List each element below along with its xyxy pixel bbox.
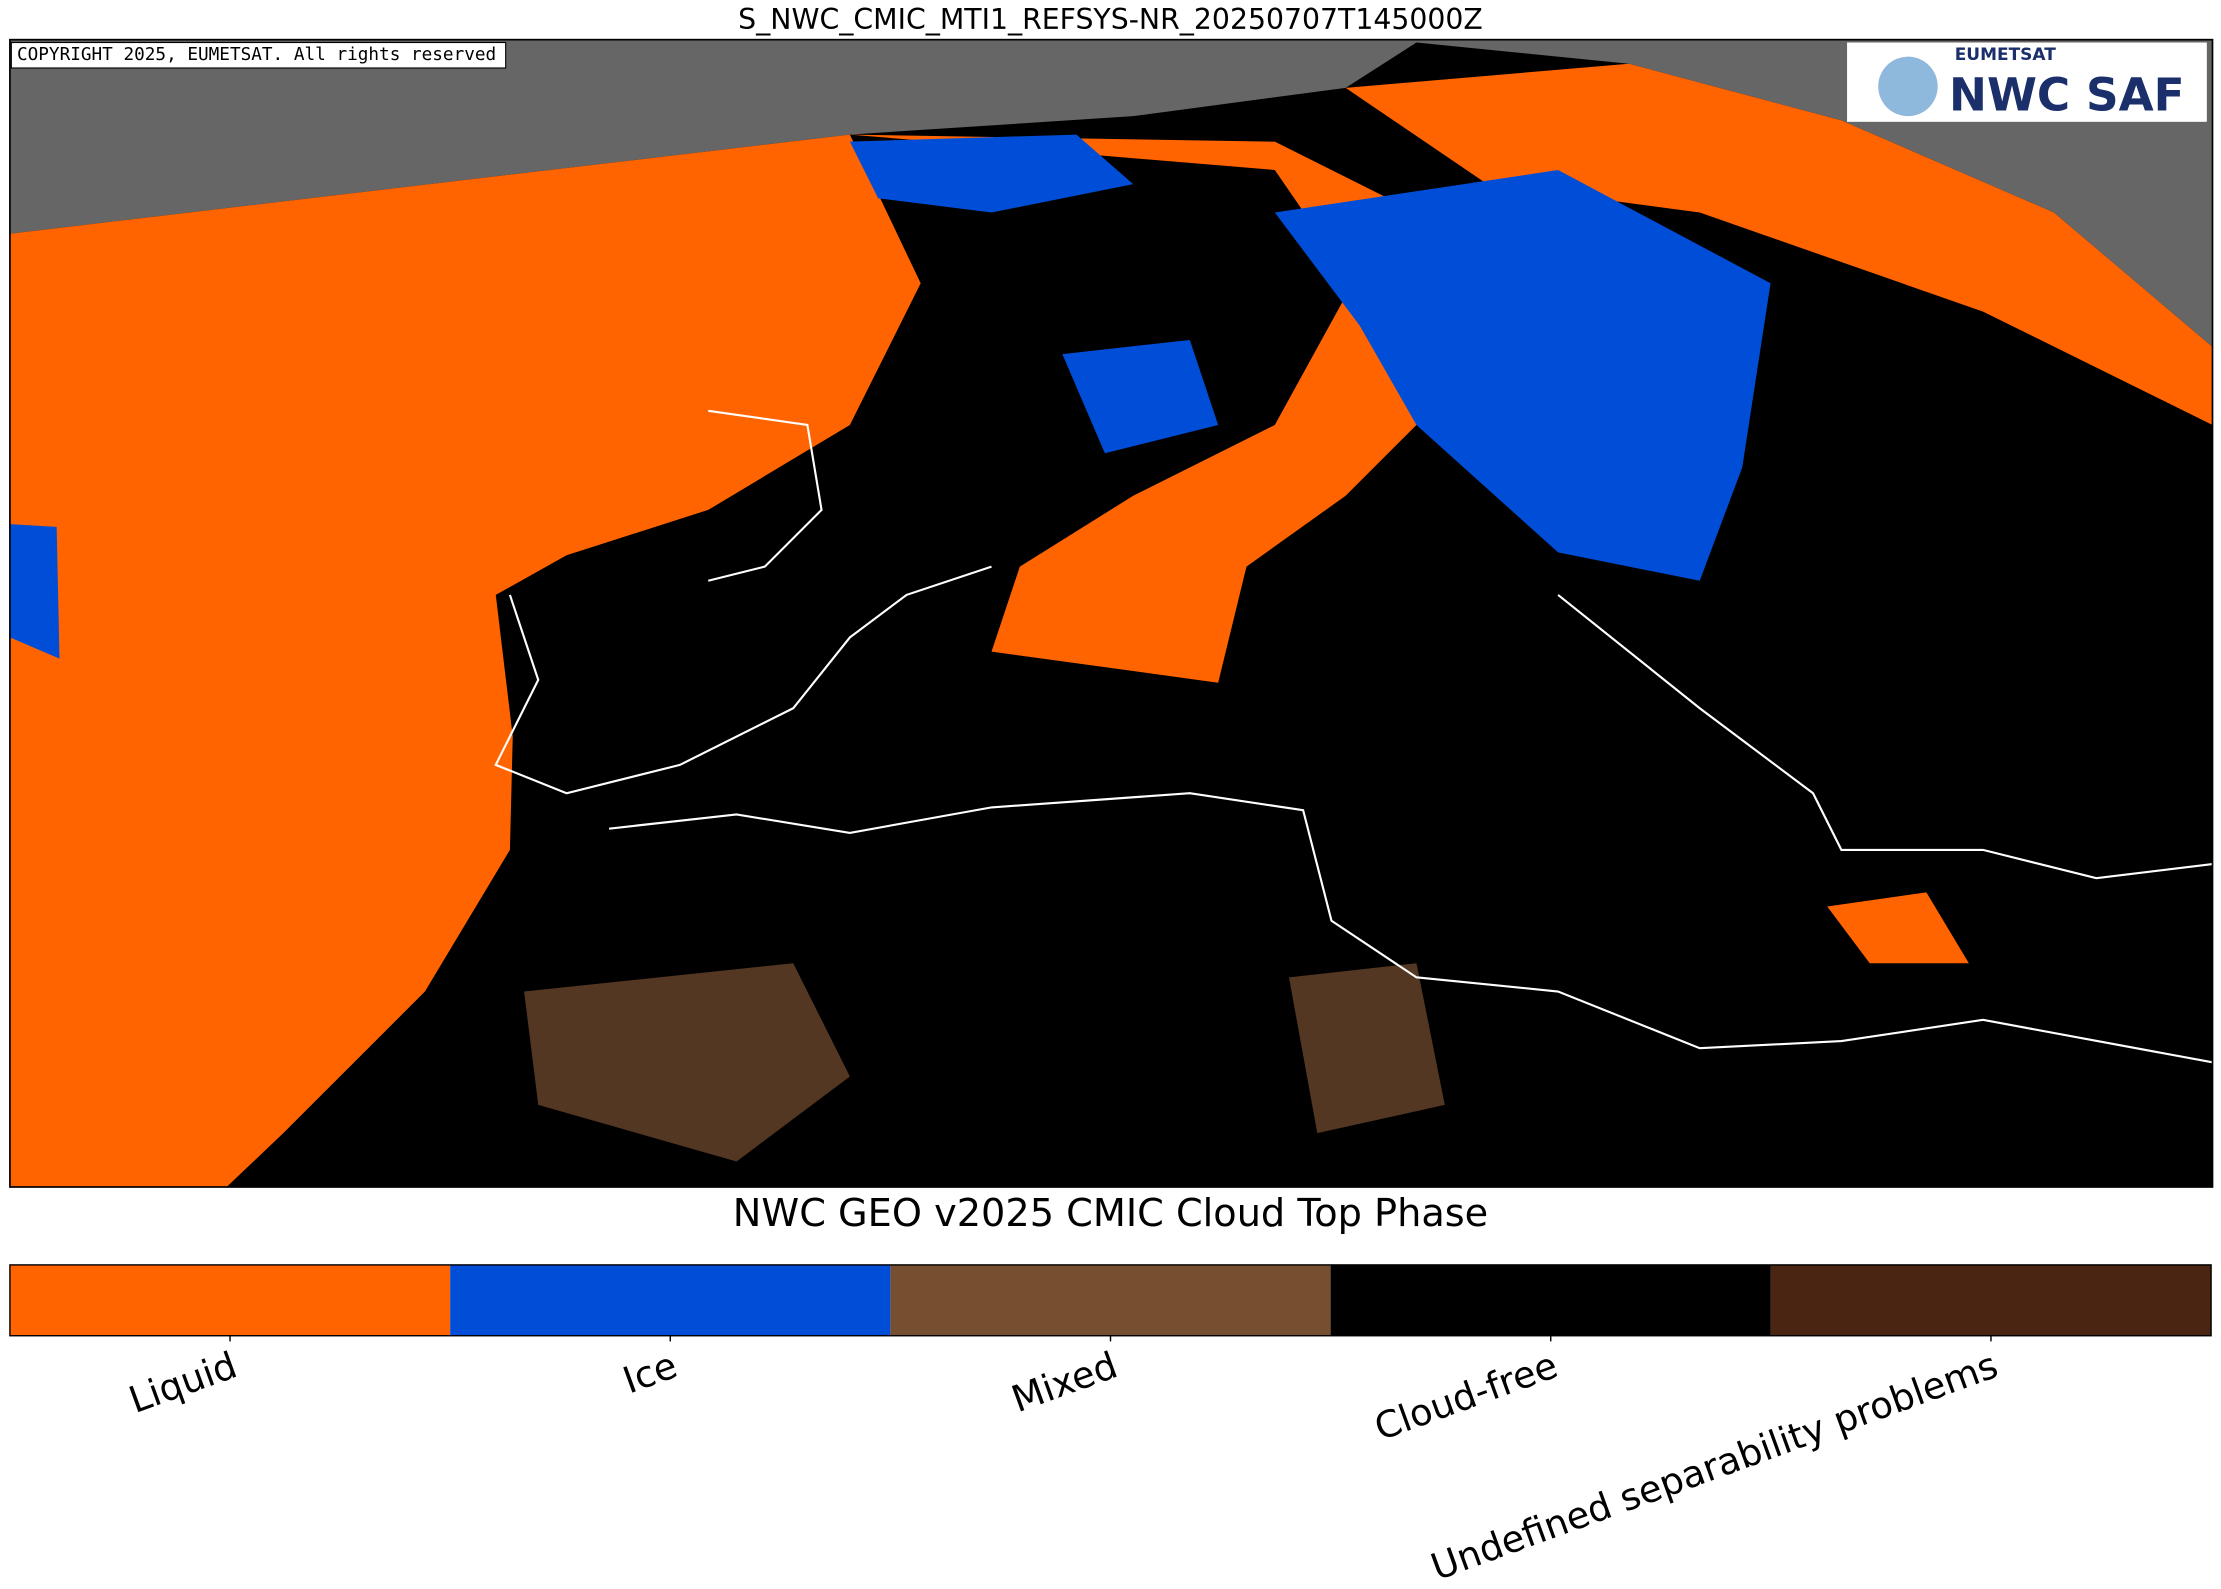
copyright-box	[10, 41, 507, 69]
map: COPYRIGHT 2025, EUMETSAT. All rights res…	[9, 38, 2214, 1188]
colorbar-segment	[890, 1264, 1331, 1336]
colorbar-label: Mixed	[1006, 1344, 1123, 1422]
ice-cloud-area	[849, 134, 1134, 213]
liquid-cloud-area	[9, 134, 921, 1187]
liquid-cloud-area	[849, 134, 1488, 683]
colorbar-frame	[9, 1264, 2212, 1337]
coastline	[494, 565, 992, 795]
mixed-cloud-area	[524, 963, 850, 1162]
space-area	[9, 39, 2213, 348]
mixed-cloud-area	[1288, 963, 1445, 1134]
ice-cloud-area	[1062, 339, 1219, 454]
coastline	[707, 409, 823, 582]
copyright: COPYRIGHT 2025, EUMETSAT. All rights res…	[17, 45, 496, 65]
colorbar-label: Ice	[617, 1344, 682, 1403]
coastline	[608, 792, 2213, 1064]
map-frame	[9, 38, 2214, 1188]
colorbar-label: Liquid	[123, 1344, 242, 1422]
colorbar-segment	[450, 1264, 891, 1336]
colorbar-segment	[9, 1264, 451, 1336]
colorbar-title: NWC GEO v2025 CMIC Cloud Top Phase	[733, 1192, 1488, 1236]
logo-main: NWC SAF	[1949, 68, 2185, 121]
ice-cloud-area	[1274, 169, 1771, 581]
colorbar-segment	[1770, 1264, 2212, 1336]
logo-top: EUMETSAT	[1955, 45, 2057, 65]
coastline	[1557, 594, 2213, 880]
logo-icon	[1878, 56, 1938, 117]
colorbar-segment	[1330, 1264, 1771, 1336]
figure-title: S_NWC_CMIC_MTI1_REFSYS-NR_20250707T14500…	[738, 3, 1483, 36]
liquid-cloud-area	[1827, 892, 1969, 964]
liquid-cloud-area	[1345, 63, 2213, 425]
ice-cloud-area	[9, 524, 60, 659]
colorbar-label: Cloud-free	[1369, 1344, 1563, 1450]
